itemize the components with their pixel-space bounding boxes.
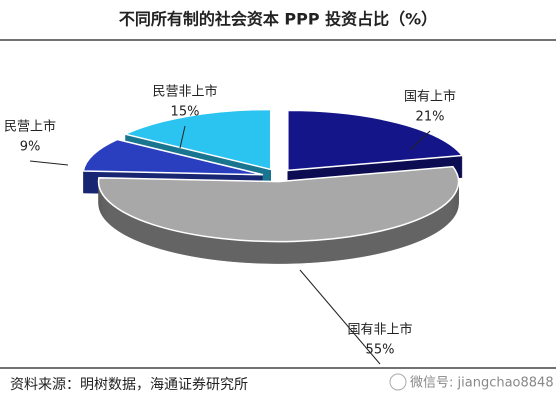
leader-line (409, 130, 431, 151)
value-label: 15% (171, 105, 200, 120)
slice-label: 国有非上市 (347, 322, 412, 338)
slice (97, 165, 460, 243)
watermark: 微信号: jiangchao8848 (410, 376, 554, 391)
leader-line (299, 269, 381, 365)
leader-line (179, 125, 186, 149)
slice (122, 108, 272, 171)
slice-label: 民营非上市 (152, 84, 217, 100)
slice-label: 民营上市 (4, 119, 56, 135)
leader-line (29, 160, 69, 166)
value-label: 21% (416, 110, 445, 125)
value-label: 55% (366, 343, 395, 358)
slice-label: 国有上市 (404, 89, 456, 105)
value-label: 9% (20, 140, 41, 155)
slice (287, 109, 464, 172)
chart-title: 不同所有制的社会资本 PPP 投资占比（%） (119, 10, 437, 29)
watermark-icon (389, 373, 407, 391)
source: 资料来源：明树数据，海通证券研究所 (10, 377, 248, 393)
slice (82, 138, 264, 176)
